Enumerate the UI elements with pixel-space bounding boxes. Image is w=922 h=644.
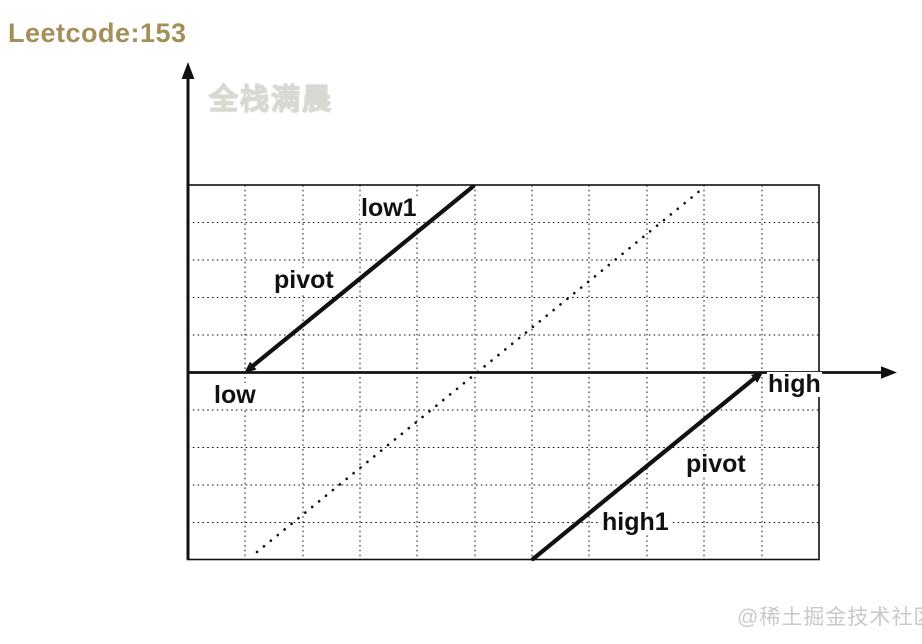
label-low: low bbox=[213, 381, 257, 409]
page-title: Leetcode:153 bbox=[8, 18, 187, 48]
y-axis bbox=[181, 62, 195, 560]
label-high1: high1 bbox=[601, 508, 670, 536]
watermark-juejin: @稀土掘金技术社区 bbox=[737, 606, 922, 629]
label-high: high bbox=[767, 370, 822, 398]
segment-low-to-low1 bbox=[244, 184, 476, 374]
label-pivot-lower: pivot bbox=[685, 450, 747, 478]
label-low1: low1 bbox=[360, 194, 418, 222]
label-pivot-upper: pivot bbox=[273, 266, 335, 294]
dotted-diagonal-segment bbox=[255, 190, 701, 554]
segment-high1-to-high bbox=[530, 371, 764, 562]
watermark-center: 全栈满晨 bbox=[208, 83, 334, 116]
